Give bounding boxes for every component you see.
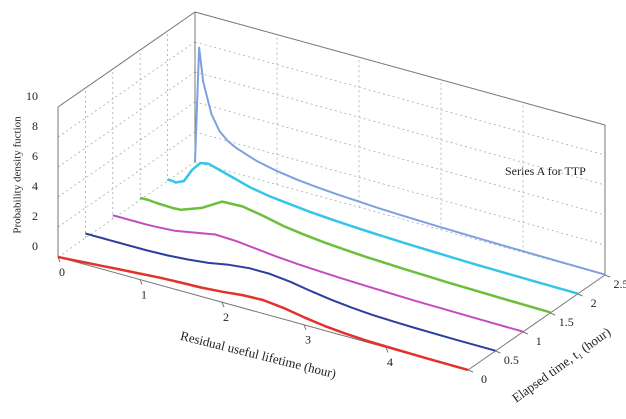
grid-line [58, 132, 195, 227]
tick-mark [495, 351, 500, 353]
z-tick-label: 4 [32, 179, 38, 193]
tick-mark [550, 313, 555, 315]
x-axis-title: Residual useful lifetime (hour) [179, 328, 338, 381]
annotation: Series A for TTP [505, 164, 586, 178]
x-tick-label: 2 [223, 310, 229, 324]
t-tick-label: 0.5 [504, 353, 519, 367]
z-tick-label: 6 [32, 149, 38, 163]
tick-mark [578, 294, 583, 296]
series-line [140, 198, 550, 312]
z-tick-label: 0 [32, 239, 38, 253]
x-tick-label: 0 [59, 265, 65, 279]
t-axis-title: Elapsed time, t₁ (hour) [509, 324, 613, 405]
tick-mark [605, 275, 610, 277]
series-line [168, 163, 578, 294]
t-tick-label: 1 [536, 334, 542, 348]
t-tick-label: 2 [591, 296, 597, 310]
grid-line [58, 42, 195, 137]
axis-line [195, 12, 605, 125]
axis-line [58, 12, 195, 107]
t-tick-label: 2.5 [614, 277, 626, 291]
tick-mark [523, 332, 528, 334]
grid-line [58, 72, 195, 167]
z-tick-label: 8 [32, 119, 38, 133]
t-tick-label: 1.5 [559, 315, 574, 329]
grid-line [195, 42, 605, 155]
grid-line [195, 102, 605, 215]
z-tick-label: 2 [32, 209, 38, 223]
tick-mark [468, 370, 473, 372]
z-tick-label: 10 [26, 89, 38, 103]
x-tick-label: 3 [305, 333, 311, 347]
t-tick-label: 0 [481, 372, 487, 386]
grid-line [195, 132, 605, 245]
z-axis-title: Probability density fuction [12, 116, 24, 234]
x-tick-label: 1 [141, 287, 147, 301]
x-tick-label: 4 [387, 355, 393, 369]
grid-line [195, 72, 605, 185]
